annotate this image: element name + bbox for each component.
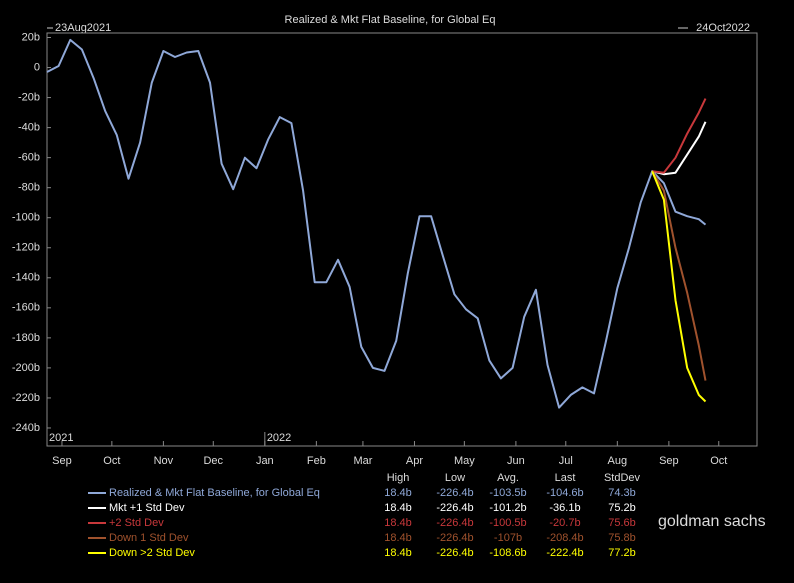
stats-cell: 75.6b (608, 517, 636, 529)
stats-cell: 18.4b (384, 547, 412, 559)
chart-title: Realized & Mkt Flat Baseline, for Global… (285, 14, 496, 26)
stats-header: Avg. (497, 472, 519, 484)
stats-cell: 18.4b (384, 487, 412, 499)
stats-cell: 75.8b (608, 532, 636, 544)
start-date: 23Aug2021 (55, 22, 111, 34)
y-tick-label: -80b (18, 182, 40, 194)
x-tick-label: Jul (559, 455, 573, 467)
series-line (46, 38, 707, 409)
y-tick-label: -240b (12, 422, 40, 434)
series-line (651, 170, 707, 381)
y-tick-label: 0 (34, 61, 40, 73)
y-tick-label: -60b (18, 152, 40, 164)
stats-cell: -226.4b (436, 547, 473, 559)
stats-cell: -208.4b (546, 532, 583, 544)
stats-cell: 18.4b (384, 532, 412, 544)
legend-label: Mkt +1 Std Dev (109, 502, 185, 514)
stats-cell: -226.4b (436, 502, 473, 514)
y-tick-label: -100b (12, 212, 40, 224)
stats-header: StdDev (604, 472, 641, 484)
stats-cell: -103.5b (489, 487, 526, 499)
x-tick-label: Sep (52, 455, 72, 467)
stats-header: Last (555, 472, 576, 484)
stats-header: High (387, 472, 410, 484)
legend-label: +2 Std Dev (109, 517, 164, 529)
x-tick-label: Nov (154, 455, 174, 467)
legend-label: Down 1 Std Dev (109, 532, 189, 544)
stats-cell: -108.6b (489, 547, 526, 559)
stats-cell: 77.2b (608, 547, 636, 559)
stats-header: Low (445, 472, 465, 484)
stats-cell: -104.6b (546, 487, 583, 499)
year-label: 2021 (49, 432, 73, 444)
x-tick-label: Jan (256, 455, 274, 467)
stats-cell: -20.7b (549, 517, 580, 529)
y-tick-label: 20b (22, 31, 40, 43)
end-date: 24Oct2022 (696, 22, 750, 34)
stats-cell: -226.4b (436, 487, 473, 499)
x-tick-label: Mar (353, 455, 372, 467)
y-tick-label: -20b (18, 91, 40, 103)
y-tick-label: -120b (12, 242, 40, 254)
legend-label: Realized & Mkt Flat Baseline, for Global… (109, 487, 320, 499)
x-tick-label: Oct (710, 455, 727, 467)
stats-cell: -222.4b (546, 547, 583, 559)
stats-cell: -107b (494, 532, 522, 544)
series-line (651, 170, 707, 403)
series-line (651, 121, 707, 176)
y-tick-label: -200b (12, 362, 40, 374)
x-tick-label: Aug (608, 455, 628, 467)
stats-cell: -226.4b (436, 517, 473, 529)
x-tick-label: Dec (203, 455, 223, 467)
year-label: 2022 (267, 432, 291, 444)
stats-cell: 18.4b (384, 517, 412, 529)
y-tick-label: -140b (12, 272, 40, 284)
y-tick-label: -40b (18, 122, 40, 134)
x-tick-label: Sep (659, 455, 679, 467)
stats-cell: 74.3b (608, 487, 636, 499)
stats-cell: -101.2b (489, 502, 526, 514)
series-line (652, 98, 707, 174)
x-tick-label: Jun (507, 455, 525, 467)
y-tick-label: -160b (12, 302, 40, 314)
stats-cell: -36.1b (549, 502, 580, 514)
x-tick-label: Feb (307, 455, 326, 467)
watermark: goldman sachs (658, 513, 766, 530)
x-tick-label: May (454, 455, 475, 467)
y-tick-label: -220b (12, 392, 40, 404)
stats-cell: 75.2b (608, 502, 636, 514)
stats-cell: -226.4b (436, 532, 473, 544)
stats-cell: -100.5b (489, 517, 526, 529)
legend-label: Down >2 Std Dev (109, 547, 195, 559)
y-tick-label: -180b (12, 332, 40, 344)
x-tick-label: Oct (103, 455, 120, 467)
x-tick-label: Apr (406, 455, 423, 467)
stats-cell: 18.4b (384, 502, 412, 514)
